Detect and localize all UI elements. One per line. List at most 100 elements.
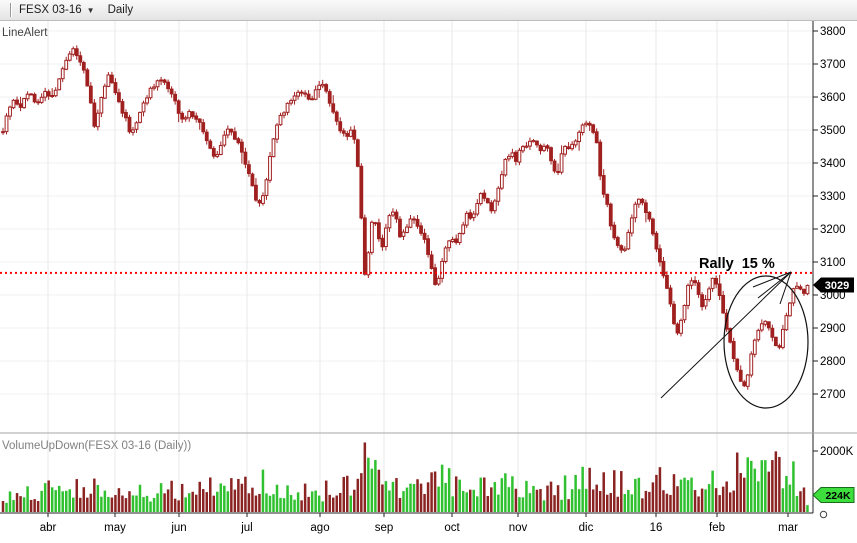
candle-body [285,102,290,113]
candle-body [292,95,297,101]
volume-bar [700,488,704,512]
candle-body [710,277,715,289]
candle-body [513,151,518,162]
volume-bar [721,486,725,512]
trendline [660,271,792,399]
volume-bar [567,499,570,512]
candle-body [236,138,241,144]
candle-body [524,145,529,148]
volume-bar [504,473,507,512]
volume-bar [753,468,757,512]
volume-bar [226,491,230,512]
instrument-label: FESX 03-16 [19,4,82,16]
volume-bar [771,460,774,512]
candle-body [756,329,761,341]
volume-bar [279,497,282,512]
volume-bar [367,457,370,512]
volume-bar [444,482,447,512]
price-axis-label: 3400 [820,158,846,170]
volume-bar [75,479,79,512]
volume-bar [145,495,149,512]
time-axis-label: 16 [650,522,663,534]
candle-body [271,138,276,158]
volume-bar [159,483,163,512]
toolbar: FESX 03-16 ▼ Daily [0,0,857,21]
volume-bar [451,496,454,512]
candle-body [570,143,575,150]
candle-body [605,193,610,205]
candle-body [464,212,469,226]
drawing-objects[interactable] [660,271,809,409]
candle-body [380,237,385,248]
candle-body [777,345,782,348]
price-axis-label: 2900 [820,323,846,335]
time-axis-label: ago [310,522,329,534]
candle-body [102,85,107,99]
volume-bar [100,496,103,512]
candle-body [36,101,41,104]
candle-body [180,112,185,120]
candle-body [615,237,620,246]
candle-body [594,131,599,144]
candle-body [145,97,149,104]
volume-bar [142,497,145,512]
candle-body [668,287,673,305]
candle-body [679,319,683,334]
volume-bar [532,485,535,512]
candle-body [728,328,733,343]
volume-bar [497,494,500,512]
candle-body [608,203,613,227]
volume-bar [57,485,61,512]
rally-annotation-label[interactable]: Rally 15 % [699,256,775,272]
candle-body [415,218,420,227]
drawing-handle-icon[interactable] [819,510,828,519]
candle-body [549,147,553,162]
candle-body [398,218,402,238]
instrument-selector[interactable]: FESX 03-16 ▼ [19,4,95,16]
volume-bar [419,483,423,512]
volume-bar [265,493,268,512]
interval-label[interactable]: Daily [107,4,134,16]
volume-bar [644,490,648,512]
candle-body [85,69,90,87]
volume-bar [258,493,261,512]
volume-bar [581,466,584,512]
volume-bar [163,493,166,512]
candle-body [773,336,778,346]
candle-body [317,84,322,90]
volume-bar [658,467,662,512]
price-axis-label: 3700 [820,59,846,71]
price-axis-label: 3600 [820,92,846,104]
candle-body [742,381,747,387]
candle-body [141,102,146,113]
volume-bar [36,501,40,512]
volume-bar [381,484,384,512]
volume-bar [788,484,792,512]
candle-body [296,91,300,97]
candle-body [366,252,371,276]
toolbar-grip[interactable] [10,3,12,17]
volume-bar [300,500,303,512]
volume-bar [472,489,475,512]
candle-body [208,140,213,149]
candle-body [408,218,413,228]
candle-body [247,164,251,174]
candle-body [802,288,806,294]
candle-body [577,131,582,143]
volume-bar [19,496,22,512]
volume-bar [539,489,542,512]
volume-bar [433,471,437,512]
volume-bar [426,482,430,512]
candle-body [682,304,687,321]
chart-canvas[interactable]: Rally 15 % 38003700360035003400330032003… [0,20,857,543]
candle-body [338,121,343,132]
volume-bar [620,471,623,512]
axes: 3800 3700 3600 3500 3400 3300 3200 3100 3000 2900… [0,20,857,534]
candle-body [15,99,19,105]
candle-body [127,116,132,133]
volume-bar [233,489,237,512]
volume-bar [93,478,96,512]
volume-bar [465,492,468,512]
volume-bar [637,477,641,512]
volume-bar [707,484,711,512]
